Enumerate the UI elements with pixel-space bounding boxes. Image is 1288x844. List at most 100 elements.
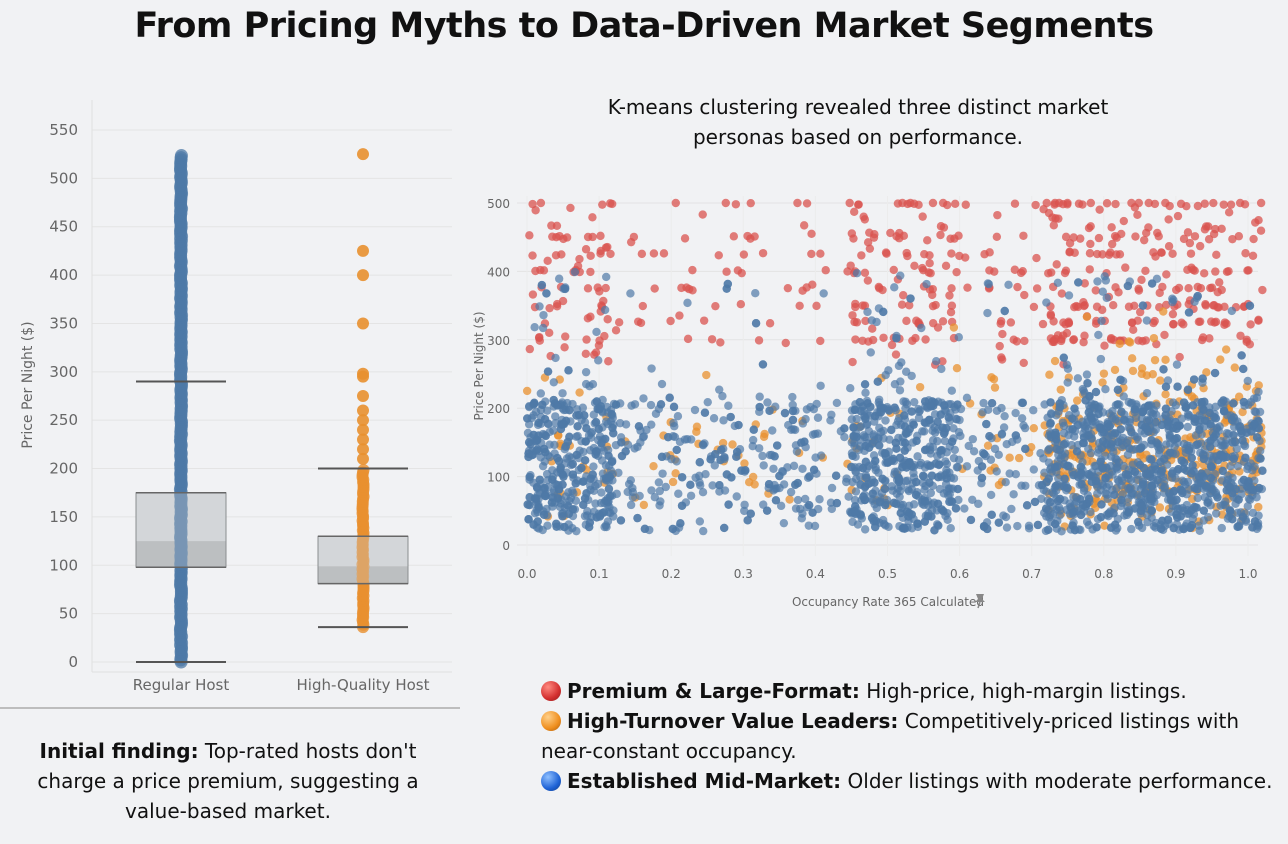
scatter-point bbox=[1039, 205, 1048, 214]
scatter-point bbox=[1139, 235, 1149, 245]
scatter-point bbox=[1093, 277, 1102, 286]
scatter-point bbox=[1155, 503, 1165, 512]
scatter-point bbox=[992, 467, 1001, 476]
scatter-point bbox=[968, 434, 978, 444]
scatter-point bbox=[1231, 437, 1240, 447]
scatter-point bbox=[566, 493, 576, 503]
box-point bbox=[357, 463, 370, 476]
scatter-point bbox=[960, 504, 969, 513]
scatter-point bbox=[1209, 198, 1218, 208]
scatter-point bbox=[1247, 427, 1256, 436]
scatter-point bbox=[930, 526, 939, 535]
scatter-point bbox=[1249, 234, 1258, 244]
scatter-point bbox=[583, 232, 593, 242]
scatter-point bbox=[1005, 453, 1014, 462]
scatter-point bbox=[861, 414, 870, 424]
scatter-point bbox=[751, 289, 760, 298]
scatter-point bbox=[595, 287, 604, 296]
scatter-point bbox=[788, 400, 797, 410]
scatter-point bbox=[889, 265, 898, 275]
scatter-point bbox=[623, 440, 633, 450]
scatter-point bbox=[548, 466, 557, 475]
scatter-point bbox=[575, 254, 584, 264]
scatter-point bbox=[1186, 249, 1196, 258]
scatter-point bbox=[985, 266, 994, 275]
scatter-point bbox=[596, 231, 605, 241]
scatter-point bbox=[677, 501, 687, 510]
scatter-point bbox=[858, 336, 867, 345]
scatter-point bbox=[964, 441, 973, 451]
scatter-point bbox=[543, 256, 552, 265]
scatter-point bbox=[1193, 201, 1203, 211]
scatter-point bbox=[1163, 515, 1173, 524]
scatter-point bbox=[599, 508, 608, 517]
scatter-point bbox=[790, 425, 800, 435]
scatter-point bbox=[1174, 464, 1183, 474]
scatter-point bbox=[696, 481, 705, 490]
scatter-point bbox=[578, 477, 588, 486]
scatter-point bbox=[1029, 423, 1039, 433]
scatter-point bbox=[672, 445, 681, 455]
scatter-point bbox=[699, 526, 708, 536]
box-outlier-point bbox=[357, 433, 369, 446]
scatter-point bbox=[1127, 490, 1136, 500]
scatter-point bbox=[636, 438, 645, 447]
scatter-point bbox=[551, 412, 560, 421]
scatter-point bbox=[832, 398, 842, 408]
scatter-point bbox=[1011, 469, 1021, 479]
scatter-point bbox=[1182, 201, 1191, 211]
scatter-point bbox=[545, 303, 554, 313]
scatter-point bbox=[928, 426, 937, 435]
scatter-point bbox=[1061, 320, 1070, 329]
scatter-point bbox=[1137, 523, 1147, 533]
scatter-point bbox=[1108, 470, 1117, 479]
scatter-point bbox=[851, 487, 861, 496]
scatter-point bbox=[938, 198, 948, 208]
scatter-point bbox=[1080, 300, 1089, 310]
scatter-point bbox=[846, 261, 855, 270]
scatter-point bbox=[1207, 317, 1216, 326]
scatter-point bbox=[591, 447, 601, 456]
scatter-point bbox=[1227, 306, 1237, 316]
scatter-point bbox=[1175, 352, 1184, 362]
scatter-point bbox=[792, 447, 802, 456]
scatter-point bbox=[860, 525, 870, 534]
scatter-point bbox=[1123, 281, 1133, 291]
scatter-point bbox=[1059, 331, 1068, 340]
scatter-point bbox=[996, 317, 1006, 326]
scatter-point bbox=[1141, 228, 1151, 238]
scatter-point bbox=[968, 495, 977, 505]
scatter-point bbox=[909, 420, 918, 429]
scatter-point bbox=[1238, 407, 1247, 417]
scatter-point bbox=[926, 488, 936, 498]
scatter-point bbox=[915, 382, 925, 392]
scatter-point bbox=[1146, 455, 1156, 464]
scatter-x-tick-label: 0.5 bbox=[878, 567, 897, 581]
scatter-point bbox=[598, 200, 607, 209]
scatter-point bbox=[807, 229, 816, 238]
scatter-point bbox=[1226, 462, 1235, 471]
scatter-y-tick-label: 0 bbox=[502, 539, 510, 553]
scatter-point bbox=[1098, 305, 1107, 315]
scatter-point bbox=[998, 329, 1007, 339]
scatter-point bbox=[1195, 425, 1204, 435]
scatter-point bbox=[924, 268, 933, 277]
scatter-point bbox=[1188, 514, 1198, 524]
scatter-point bbox=[1081, 396, 1090, 405]
scatter-point bbox=[1211, 224, 1220, 234]
scatter-point bbox=[1127, 428, 1136, 437]
scatter-point bbox=[900, 422, 910, 431]
box-outlier-point bbox=[357, 370, 369, 383]
scatter-point bbox=[1086, 198, 1096, 208]
scatter-point bbox=[781, 338, 790, 348]
scatter-point bbox=[1046, 310, 1055, 319]
scatter-point bbox=[1063, 378, 1072, 387]
scatter-point bbox=[914, 413, 924, 423]
scatter-point bbox=[885, 435, 894, 444]
scatter-point bbox=[548, 232, 557, 241]
scatter-point bbox=[949, 474, 959, 483]
scatter-point bbox=[559, 419, 568, 429]
scatter-point bbox=[764, 480, 774, 489]
scatter-point bbox=[765, 406, 774, 415]
scatter-point bbox=[572, 411, 581, 420]
